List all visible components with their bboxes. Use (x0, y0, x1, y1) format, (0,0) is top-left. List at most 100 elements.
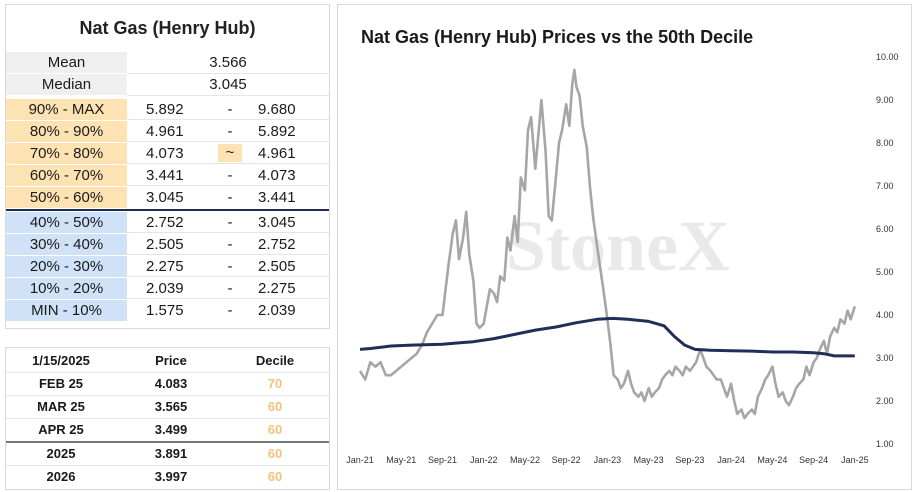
decile-label: 70% - 80% (6, 143, 127, 165)
decile-label: 60% - 70% (6, 165, 127, 187)
table-row: MAR 25 3.565 60 (6, 396, 329, 419)
x-tick-label: Jan-21 (346, 455, 374, 465)
median-label: Median (6, 74, 127, 96)
decile-low: 5.892 (146, 101, 184, 118)
decile-high: 4.961 (258, 145, 296, 162)
decile-sep: - (227, 280, 233, 297)
x-tick-label: Sep-22 (552, 455, 581, 465)
price-series-line (358, 68, 857, 420)
decile-row: 20% - 30% 2.275 - 2.505 (6, 256, 329, 278)
contract-cell: 2026 (46, 469, 76, 484)
decile-row: 30% - 40% 2.505 - 2.752 (6, 234, 329, 256)
median-row: Median 3.045 (6, 74, 329, 96)
decile-panel: Nat Gas (Henry Hub) Mean 3.566 Median 3.… (5, 4, 330, 329)
decile-sep: - (227, 302, 233, 319)
contract-cell: APR 25 (38, 422, 84, 437)
x-tick-label: May-22 (510, 455, 540, 465)
decile-high: 4.073 (258, 167, 296, 184)
contract-cell: MAR 25 (37, 399, 85, 414)
decile-low: 2.752 (146, 214, 184, 231)
decile-row: 10% - 20% 2.039 - 2.275 (6, 278, 329, 300)
x-tick-label: Jan-24 (717, 455, 745, 465)
decile-high: 2.039 (258, 302, 296, 319)
price-cell: 3.499 (154, 422, 188, 437)
decile-label: 10% - 20% (6, 278, 127, 300)
decile-sep: - (227, 236, 233, 253)
x-tick-label: Jan-22 (470, 455, 498, 465)
contract-cell: 2025 (46, 446, 76, 461)
decile-label: 80% - 90% (6, 121, 127, 143)
decile-low: 2.505 (146, 236, 184, 253)
decile-high: 2.752 (258, 236, 296, 253)
decile-cell: 60 (267, 446, 283, 461)
y-tick-label: 2.00 (876, 396, 894, 406)
decile-sep: - (227, 167, 233, 184)
decile-label: 50% - 60% (6, 187, 127, 209)
decile-row: MIN - 10% 1.575 - 2.039 (6, 300, 329, 322)
decile-row: 80% - 90% 4.961 - 5.892 (6, 121, 329, 143)
x-tick-label: Jan-25 (841, 455, 869, 465)
table-row: FEB 25 4.083 70 (6, 373, 329, 396)
decile-row: 90% - MAX 5.892 - 9.680 (6, 99, 329, 121)
x-tick-label: Sep-21 (428, 455, 457, 465)
y-tick-label: 10.00 (876, 52, 899, 62)
price-chart: StoneX 1.00 2.00 3.00 4.00 5.00 6.00 7.00 8.00 9… (346, 52, 899, 465)
price-cell: 3.891 (154, 446, 188, 461)
decile-low: 1.575 (146, 302, 184, 319)
decile-low: 4.961 (146, 123, 184, 140)
x-tick-label: May-23 (634, 455, 664, 465)
x-tick-label: Jan-23 (594, 455, 622, 465)
decile-high: 9.680 (258, 101, 296, 118)
y-tick-label: 4.00 (876, 310, 894, 320)
decile50-series-line (359, 316, 855, 358)
decile-label: 20% - 30% (6, 256, 127, 278)
y-axis: 1.00 2.00 3.00 4.00 5.00 6.00 7.00 8.00 9.00 10.0… (876, 52, 899, 449)
price-cell: 3.565 (154, 399, 188, 414)
table-row: APR 25 3.499 60 (6, 419, 329, 443)
current-decile-marker: ~ (218, 144, 242, 162)
decile-cell: 60 (267, 399, 283, 414)
decile-low: 3.045 (146, 189, 184, 206)
price-table-header: 1/15/2025 Price Decile (6, 350, 329, 373)
decile-low: 3.441 (146, 167, 184, 184)
stonex-watermark: StoneX (506, 206, 730, 286)
chart-panel: Nat Gas (Henry Hub) Prices vs the 50th D… (337, 4, 912, 490)
table-row: 2025 3.891 60 (6, 443, 329, 466)
decile-high: 3.441 (258, 189, 296, 206)
date-header: 1/15/2025 (32, 353, 90, 368)
y-tick-label: 1.00 (876, 439, 894, 449)
decile-sep: - (227, 101, 233, 118)
y-tick-label: 9.00 (876, 95, 894, 105)
mean-row: Mean 3.566 (6, 52, 329, 74)
table-row: 2026 3.997 60 (6, 466, 329, 488)
y-tick-label: 8.00 (876, 138, 894, 148)
decile-sep: - (227, 189, 233, 206)
decile-cell: 60 (267, 422, 283, 437)
chart-title: Nat Gas (Henry Hub) Prices vs the 50th D… (361, 27, 754, 47)
y-tick-label: 6.00 (876, 224, 894, 234)
decile-row-current: 70% - 80% 4.073 ~ 4.961 (6, 143, 329, 165)
decile-label: 40% - 50% (6, 212, 127, 234)
decile-low: 4.073 (146, 145, 184, 162)
decile-row: 60% - 70% 3.441 - 4.073 (6, 165, 329, 187)
x-tick-label: Sep-23 (675, 455, 704, 465)
x-tick-label: May-21 (386, 455, 416, 465)
decile-low: 2.275 (146, 258, 184, 275)
y-tick-label: 7.00 (876, 181, 894, 191)
decile-cell: 60 (267, 469, 283, 484)
x-axis: Jan-21 May-21 Sep-21 Jan-22 May-22 Sep-22 Jan-… (346, 455, 868, 465)
decile-high: 3.045 (258, 214, 296, 231)
price-cell: 3.997 (154, 469, 188, 484)
median-value: 3.045 (127, 74, 329, 96)
x-tick-label: Sep-24 (799, 455, 828, 465)
decile-label: 90% - MAX (6, 99, 127, 121)
decile-high: 2.275 (258, 280, 296, 297)
x-tick-label: May-24 (757, 455, 787, 465)
decile-label: 30% - 40% (6, 234, 127, 256)
decile-label: MIN - 10% (6, 300, 127, 322)
mean-label: Mean (6, 52, 127, 74)
contract-cell: FEB 25 (38, 376, 84, 391)
mean-value: 3.566 (127, 52, 329, 74)
decile-cell: 70 (267, 376, 283, 391)
decile-sep: - (227, 214, 233, 231)
